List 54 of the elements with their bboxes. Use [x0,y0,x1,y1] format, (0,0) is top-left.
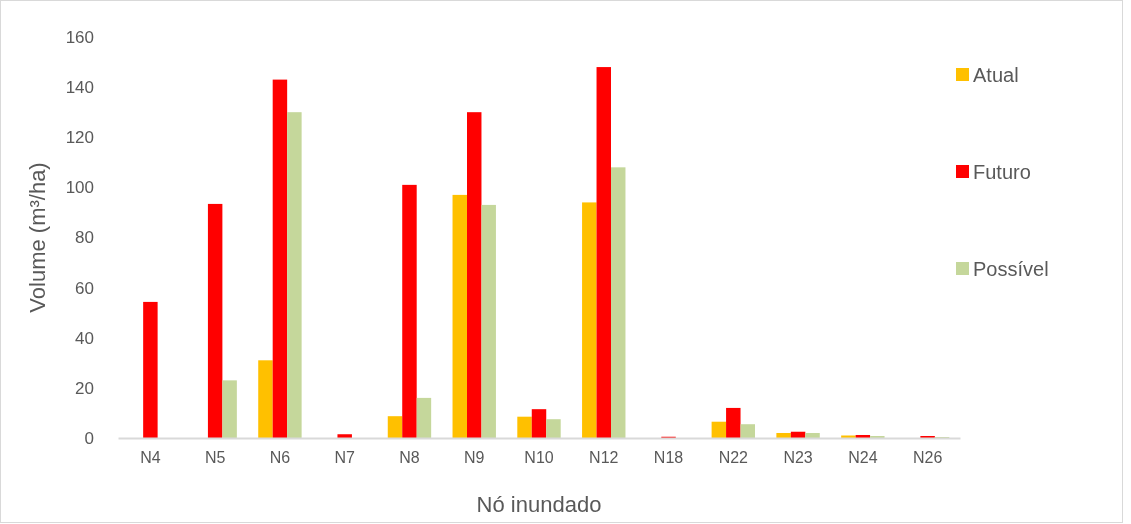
y-tick-label: 60 [75,278,94,298]
legend-label: Atual [973,64,1019,86]
x-tick-label: N4 [140,449,161,467]
bar [402,184,417,438]
y-tick-label: 140 [65,78,94,98]
y-tick-label: 40 [75,328,94,348]
x-tick-label: N26 [912,449,943,467]
x-tick-label: N5 [204,449,226,467]
x-tick-label: N10 [524,449,554,467]
bar [387,416,403,438]
bar [841,435,856,438]
x-tick-label: N8 [399,449,420,467]
bar [143,301,158,438]
x-tick-label: N23 [783,449,813,467]
y-tick-label: 160 [65,27,94,47]
y-tick-label: 20 [75,378,94,398]
bar [546,419,561,438]
bar [258,360,273,438]
y-tick-label: 0 [84,428,94,448]
y-tick-label: 80 [75,228,94,248]
x-tick-label: N6 [269,449,291,467]
bar [481,204,496,438]
bar [740,424,756,438]
bar [582,202,597,438]
bar [855,434,871,438]
y-tick-label: 120 [65,128,94,148]
bar [596,67,611,438]
x-tick-label: N12 [589,449,619,467]
bar [805,432,820,438]
bar [272,79,288,438]
x-tick-label: N9 [464,449,485,467]
bar [467,112,482,438]
bar [207,203,223,438]
y-axis-title: Volume (m³/ha) [25,162,50,313]
legend-label: Possível [973,258,1049,280]
bar [517,416,532,438]
bar [287,112,302,438]
y-tick-label: 100 [65,178,94,198]
x-tick-label: N7 [334,449,356,467]
bar [611,167,626,438]
x-tick-label: N24 [848,449,878,467]
bar [726,407,741,438]
bar [416,397,432,438]
bar [790,431,806,438]
legend-label: Futuro [973,161,1031,183]
bar [776,432,791,438]
bar [337,434,352,438]
bar [711,421,727,438]
x-tick-label: N18 [653,449,684,467]
x-axis-title: Nó inundado [476,492,602,517]
x-tick-label: N22 [718,449,749,467]
bar [531,409,547,438]
bar [452,194,467,438]
bar [222,380,237,438]
